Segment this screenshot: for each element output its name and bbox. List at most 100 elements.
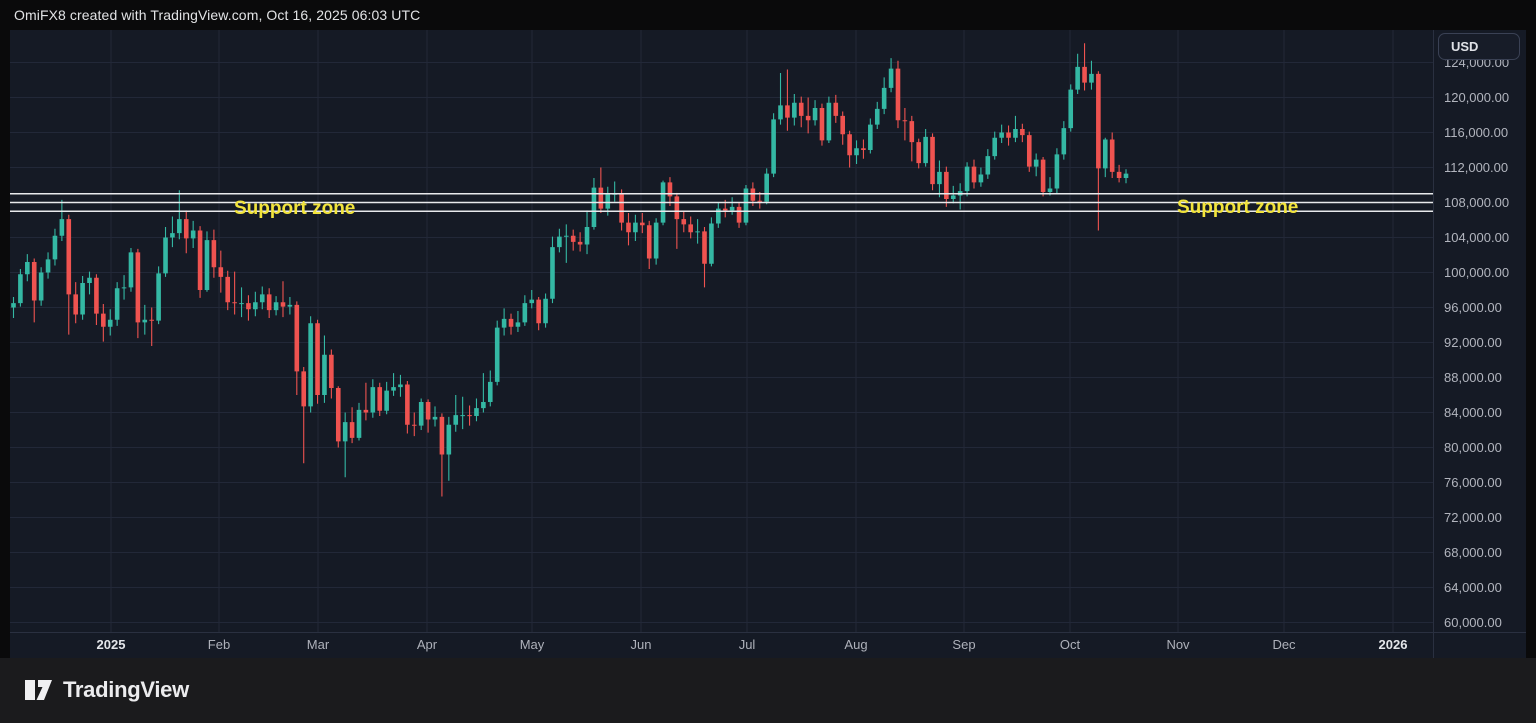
candle-body xyxy=(950,195,956,199)
candle-body xyxy=(253,302,258,310)
candle-body xyxy=(854,148,859,156)
candle-body xyxy=(218,267,224,277)
candle-body xyxy=(653,222,659,259)
tradingview-logo[interactable]: TradingView xyxy=(14,675,189,705)
candle-body xyxy=(640,222,645,226)
time-scale[interactable]: 2025 Feb Mar Apr May Jun Jul Aug Sep Oct Nov Dec 202… xyxy=(10,633,1433,658)
usd-currency-button[interactable]: USD xyxy=(1438,33,1520,60)
candle-body xyxy=(432,416,438,420)
candle-body xyxy=(778,105,783,120)
candle-body xyxy=(785,105,790,118)
price-axis-tick: 64,000.00 xyxy=(1444,579,1502,595)
candle-body xyxy=(771,119,776,174)
candle-body xyxy=(149,319,154,321)
candle-body xyxy=(439,416,445,455)
price-axis-tick: 80,000.00 xyxy=(1444,439,1502,455)
candle-body xyxy=(80,283,85,315)
candle-body xyxy=(1116,171,1122,178)
candle-body xyxy=(550,247,555,299)
time-axis-month-tick: Feb xyxy=(207,637,231,652)
candle-body xyxy=(135,252,141,323)
candle-body xyxy=(1068,89,1074,129)
candle-body xyxy=(619,193,624,223)
support-zone-label-right[interactable]: Support zone xyxy=(1177,197,1299,218)
candle-body xyxy=(183,219,189,239)
candle-body xyxy=(266,294,272,311)
candle-body xyxy=(156,273,161,321)
time-axis-month-tick: Aug xyxy=(844,637,868,652)
candle-body xyxy=(280,302,286,307)
candle-body xyxy=(101,313,106,327)
chart-title: OmiFX8 created with TradingView.com, Oct… xyxy=(14,7,421,23)
candle-body xyxy=(398,384,403,388)
price-axis-tick: 104,000.00 xyxy=(1444,229,1510,245)
candle-body xyxy=(861,148,866,150)
header-bar: OmiFX8 created with TradingView.com, Oct… xyxy=(0,0,1536,30)
candle-body xyxy=(605,193,611,209)
candle-body xyxy=(868,124,873,150)
candle-body xyxy=(702,231,707,264)
candle-body xyxy=(978,174,984,183)
candle-body xyxy=(114,288,120,320)
candle-body xyxy=(881,87,887,109)
candle-body xyxy=(446,424,452,455)
candle-body xyxy=(840,115,845,135)
candle-body xyxy=(819,108,825,141)
candle-body xyxy=(888,68,894,88)
support-zone-label-left[interactable]: Support zone xyxy=(234,198,356,219)
candle-body xyxy=(246,303,251,310)
candle-body xyxy=(937,171,942,185)
candle-body xyxy=(52,235,58,260)
candle-body xyxy=(709,223,714,264)
time-axis-month-tick: Jul xyxy=(738,637,756,652)
price-axis-tick: 76,000.00 xyxy=(1444,474,1502,490)
candlestick-plot[interactable]: Support zone Support zone xyxy=(10,30,1433,632)
candle-body xyxy=(11,303,16,308)
candle-body xyxy=(107,319,113,327)
candle-body xyxy=(163,237,168,274)
candle-body xyxy=(681,219,687,225)
candle-body xyxy=(916,142,922,164)
price-axis-tick: 96,000.00 xyxy=(1444,299,1502,315)
candle-body xyxy=(59,219,65,236)
candle-body xyxy=(329,354,334,388)
candle-body xyxy=(370,387,376,413)
candle-body xyxy=(170,233,175,238)
price-scale[interactable]: 124,000.00 120,000.00 116,000.00 112,000.00… xyxy=(1434,30,1526,632)
candle-body xyxy=(570,235,576,242)
candle-body xyxy=(598,187,604,209)
candle-body xyxy=(1040,159,1046,192)
candle-body xyxy=(315,323,320,395)
candle-body xyxy=(971,166,977,183)
candle-body xyxy=(847,134,852,156)
candle-body xyxy=(1082,66,1087,83)
price-axis-tick: 84,000.00 xyxy=(1444,404,1502,420)
time-axis-month-tick: Mar xyxy=(306,637,330,652)
candle-body xyxy=(750,188,756,201)
candle-body xyxy=(31,262,37,301)
price-axis-tick: 108,000.00 xyxy=(1444,194,1510,210)
candle-body xyxy=(736,206,742,223)
candle-body xyxy=(944,171,949,199)
candle-body xyxy=(1109,139,1115,172)
time-scale-separator xyxy=(10,632,1526,633)
candle-body xyxy=(633,222,638,233)
candle-body xyxy=(142,319,148,323)
candle-body xyxy=(1033,159,1039,167)
candle-body xyxy=(743,188,749,223)
price-axis-tick: 120,000.00 xyxy=(1444,89,1510,105)
time-axis-year-tick: 2025 xyxy=(96,637,126,652)
candle-body xyxy=(577,241,583,245)
tradingview-logo-icon xyxy=(14,680,52,700)
candle-body xyxy=(384,390,389,411)
candle-body xyxy=(1054,154,1060,189)
candle-body xyxy=(557,236,562,248)
candle-body xyxy=(494,327,500,382)
candle-body xyxy=(349,422,355,438)
candle-body xyxy=(923,136,928,164)
candle-body xyxy=(964,166,970,192)
candle-body xyxy=(294,304,300,372)
candle-body xyxy=(467,415,472,417)
candle-body xyxy=(1047,188,1053,192)
candle-body xyxy=(425,402,431,420)
